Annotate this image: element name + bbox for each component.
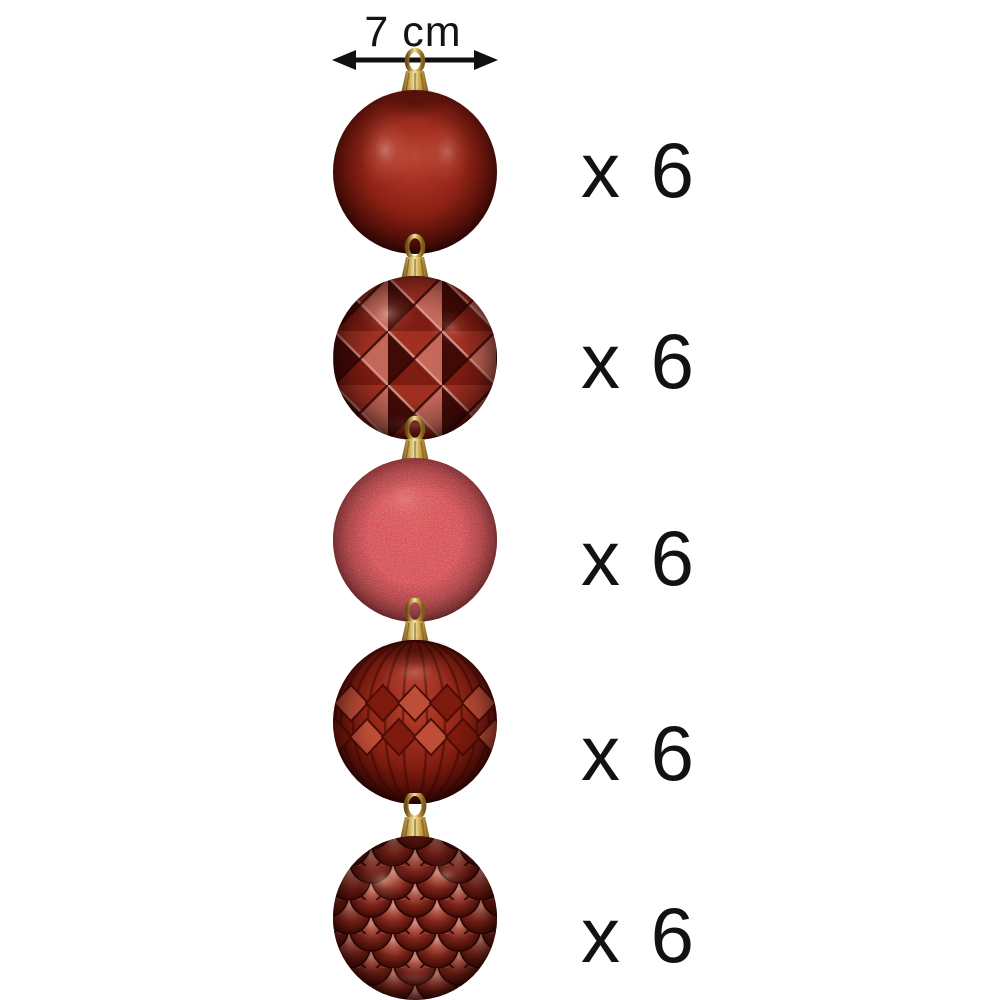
ball-body xyxy=(333,836,497,1000)
quantity-label: x 6 xyxy=(581,317,695,405)
width-arrow-icon xyxy=(332,50,498,70)
quantity-label: x 6 xyxy=(581,891,695,979)
ball-body xyxy=(333,276,497,440)
ornament-ribbed-diamond-ball xyxy=(333,597,497,804)
ball-body xyxy=(333,458,497,622)
ornament-scalloped-ball xyxy=(333,793,497,1000)
ornament-faceted-ball xyxy=(333,233,497,440)
hanger-cap xyxy=(401,415,429,462)
size-label: 7 cm xyxy=(364,8,462,56)
ornament-matte-ball xyxy=(333,47,497,254)
quantity-label: x 6 xyxy=(581,709,695,797)
hanger-cap xyxy=(401,233,429,280)
quantity-label: x 6 xyxy=(581,126,695,214)
hanger-cap xyxy=(399,793,431,843)
ball-body xyxy=(333,87,497,254)
quantity-label: x 6 xyxy=(581,514,695,602)
ball-body xyxy=(333,637,497,804)
ornament-glitter-ball xyxy=(333,415,497,622)
